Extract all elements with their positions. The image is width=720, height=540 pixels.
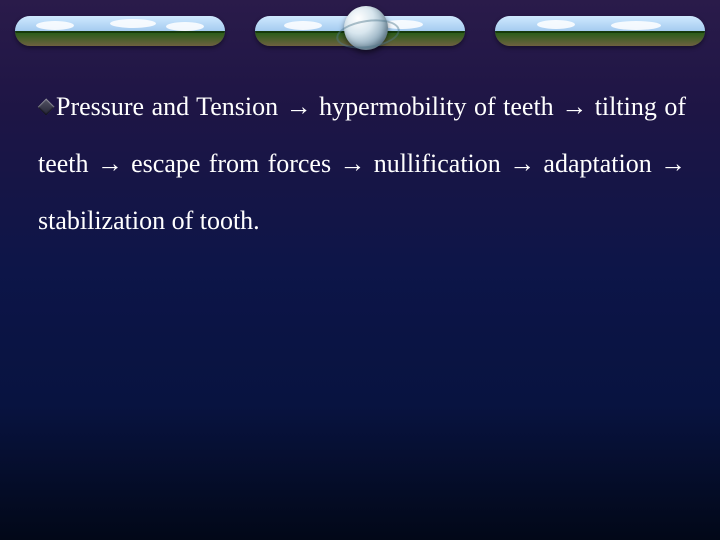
landscape-pill <box>15 16 225 46</box>
landscape-pill <box>495 16 705 46</box>
globe-ornament <box>344 6 388 50</box>
bullet-text: Pressure and Tension → hypermobility of … <box>38 92 686 235</box>
slide-body: Pressure and Tension → hypermobility of … <box>38 78 686 250</box>
diamond-bullet-icon <box>38 98 55 115</box>
header-decoration <box>0 12 720 54</box>
